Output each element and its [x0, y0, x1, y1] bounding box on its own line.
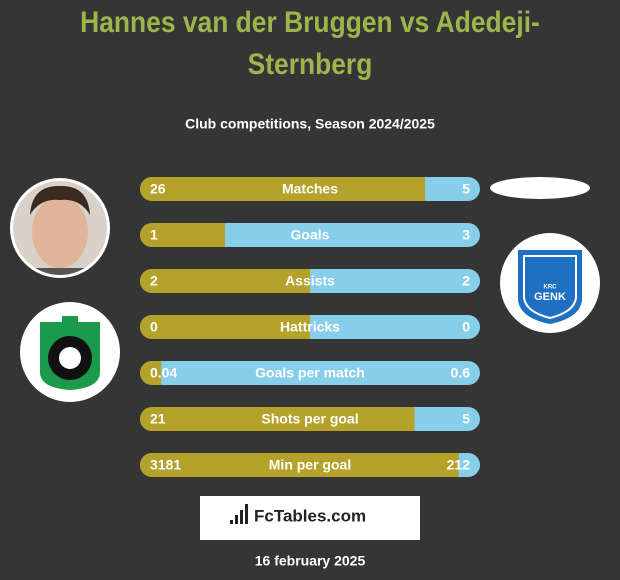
left-bar [140, 453, 459, 477]
stat-label: Assists [285, 273, 335, 289]
brand-box: FcTables.com [200, 496, 420, 540]
left-bar [140, 361, 162, 385]
stat-label: Goals [291, 227, 330, 243]
left-bar [140, 223, 225, 247]
left-bar [140, 315, 310, 339]
right-player-photo [490, 177, 590, 199]
brand: FcTables.com [254, 506, 366, 525]
title: Hannes van der Bruggen vs Adedeji-Sternb… [80, 6, 540, 81]
left-bar [140, 177, 426, 201]
stat-label: Matches [282, 181, 338, 197]
right-bar [140, 361, 480, 385]
right-value: 5 [462, 181, 470, 197]
left-value: 0.04 [150, 365, 177, 381]
logo-text: KRC [544, 285, 558, 291]
left-value: 1 [150, 227, 158, 243]
stat-label: Min per goal [269, 457, 351, 473]
right-value: 2 [462, 273, 470, 289]
left-bar [140, 407, 415, 431]
left-club-logo [20, 302, 120, 402]
left-value: 0 [150, 319, 158, 335]
logo-text: GENK [534, 291, 566, 303]
left-value: 21 [150, 411, 166, 427]
left-value: 26 [150, 181, 166, 197]
right-value: 0.6 [451, 365, 471, 381]
stat-rows: 26 5 Matches 1 3 Goals 2 2 Assists 0 0 Hattricks 0.0… [140, 177, 480, 477]
right-value: 3 [462, 227, 470, 243]
left-value: 2 [150, 273, 158, 289]
right-club-logo: KRC GENK [500, 233, 600, 333]
date: 16 february 2025 [255, 553, 366, 569]
left-value: 3181 [150, 457, 181, 473]
left-player-photo [10, 178, 110, 278]
subtitle: Club competitions, Season 2024/2025 [185, 116, 435, 132]
left-bar [140, 269, 310, 293]
stat-label: Hattricks [280, 319, 340, 335]
stat-label: Goals per match [255, 365, 365, 381]
right-value: 212 [447, 457, 471, 473]
right-value: 0 [462, 319, 470, 335]
title-box: Hannes van der Bruggen vs Adedeji-Sternb… [80, 6, 540, 81]
stat-label: Shots per goal [261, 411, 358, 427]
right-value: 5 [462, 411, 470, 427]
